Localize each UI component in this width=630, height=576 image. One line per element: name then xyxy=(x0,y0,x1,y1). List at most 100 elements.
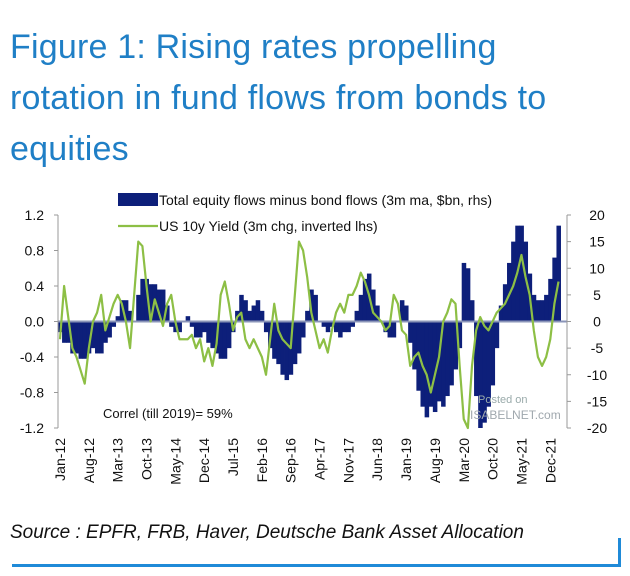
x-tick-label: Feb-16 xyxy=(254,438,270,483)
flow-bar xyxy=(255,300,261,322)
right-tick-label: 20 xyxy=(589,207,605,223)
flow-bar xyxy=(383,321,388,333)
flow-bar xyxy=(90,321,96,349)
source-note: Source : EPFR, FRB, Haver, Deutsche Bank… xyxy=(10,522,524,543)
x-tick-label: Oct-20 xyxy=(485,438,501,480)
flow-bar xyxy=(144,278,149,322)
flow-bar xyxy=(457,321,463,349)
flow-bar xyxy=(375,305,380,322)
flow-bar xyxy=(329,321,335,327)
flow-bar xyxy=(399,300,405,322)
flow-bar xyxy=(494,321,500,349)
flow-bar xyxy=(342,321,347,333)
flow-bar xyxy=(193,321,199,338)
flow-bar xyxy=(321,321,327,327)
flow-bar xyxy=(296,321,302,354)
flow-bar xyxy=(531,294,537,322)
flow-bar xyxy=(263,321,269,333)
flow-bar xyxy=(103,321,108,343)
x-tick-label: Jun-18 xyxy=(369,438,385,481)
flow-bar xyxy=(486,321,491,407)
flow-bar xyxy=(519,225,524,322)
flow-bar xyxy=(272,321,277,359)
flow-bar xyxy=(449,321,454,386)
correlation-annotation: Correl (till 2019)= 59% xyxy=(103,406,233,421)
flow-bar xyxy=(66,321,71,343)
flow-bar xyxy=(280,321,285,375)
left-tick-label: 0.8 xyxy=(25,243,45,259)
x-tick-label: Jan-19 xyxy=(398,438,414,481)
flow-bar xyxy=(478,321,483,428)
yield-line xyxy=(58,240,560,430)
x-tick-label: May-21 xyxy=(513,438,529,485)
flow-bar xyxy=(82,321,88,359)
flow-bar xyxy=(78,321,84,359)
flow-bar xyxy=(165,305,170,322)
legend-swatch-flows xyxy=(118,193,158,206)
flow-bar xyxy=(325,321,331,333)
flow-bar xyxy=(292,321,298,365)
flow-bar xyxy=(140,278,145,322)
flow-bar xyxy=(301,321,306,338)
flow-bar xyxy=(408,321,413,343)
right-tick-label: 10 xyxy=(589,260,605,276)
chart: 1.2 0.8 0.4 0.0 -0.4 -0.8 -1.2 20 15 10 5 0 -5 -10 -15… xyxy=(20,192,607,485)
flow-bar xyxy=(202,321,207,333)
right-tick-label: -5 xyxy=(591,340,604,356)
flow-bar xyxy=(428,321,434,407)
flow-bar xyxy=(123,300,129,322)
flow-bar xyxy=(391,321,397,338)
flow-bar xyxy=(544,294,549,322)
flow-bar xyxy=(276,321,281,365)
x-tick-label: Sep-16 xyxy=(283,438,299,483)
flow-bar xyxy=(251,305,257,322)
chart-title: Figure 1: Rising rates propelling rotati… xyxy=(10,28,547,168)
flow-bar xyxy=(169,321,174,327)
flow-bar xyxy=(136,294,141,322)
legend-label-yield: US 10y Yield (3m chg, inverted lhs) xyxy=(159,218,378,234)
flow-bar xyxy=(70,321,75,354)
flow-bar xyxy=(62,321,67,343)
flow-bar xyxy=(404,305,409,322)
flow-bar xyxy=(338,321,343,338)
watermark-posted-on: Posted on xyxy=(478,394,528,406)
right-tick-label: 5 xyxy=(593,287,601,303)
flow-bar xyxy=(111,321,117,327)
flow-bar xyxy=(482,321,487,423)
x-tick-label: Nov-17 xyxy=(340,438,356,483)
flow-bar xyxy=(436,321,442,402)
flow-bar xyxy=(156,289,162,322)
flow-bar xyxy=(441,321,446,407)
left-tick-label: -1.2 xyxy=(20,420,44,436)
x-tick-label: Oct-13 xyxy=(139,438,155,480)
bottom-rule xyxy=(12,564,620,567)
flow-bar xyxy=(127,310,133,322)
left-tick-label: 0.0 xyxy=(25,314,45,330)
x-tick-label: Dec-14 xyxy=(196,438,212,483)
right-tick-label: 0 xyxy=(593,314,601,330)
flow-bar xyxy=(469,300,475,322)
flow-bar xyxy=(247,310,252,322)
flow-bar xyxy=(333,321,339,333)
right-tick-label: -10 xyxy=(587,367,607,383)
flow-bar xyxy=(119,300,125,322)
flow-bar xyxy=(210,321,215,349)
right-tick-label: -20 xyxy=(587,420,607,436)
flow-bar xyxy=(185,316,191,322)
flow-bar xyxy=(362,278,368,322)
flow-bar xyxy=(465,268,471,322)
flow-bar xyxy=(160,289,166,322)
flow-bar xyxy=(387,321,393,338)
x-tick-label: Mar-13 xyxy=(110,438,126,483)
flow-bar xyxy=(535,300,541,322)
flow-bar xyxy=(371,289,376,322)
left-tick-label: -0.4 xyxy=(20,349,44,365)
flow-bar xyxy=(218,321,224,359)
flow-bar xyxy=(206,321,211,343)
flow-bar xyxy=(222,321,228,359)
flow-bar xyxy=(99,321,104,354)
x-tick-label: May-14 xyxy=(167,438,183,485)
flow-bar xyxy=(115,316,121,322)
right-rule xyxy=(618,538,621,567)
x-tick-label: Mar-20 xyxy=(456,438,472,483)
